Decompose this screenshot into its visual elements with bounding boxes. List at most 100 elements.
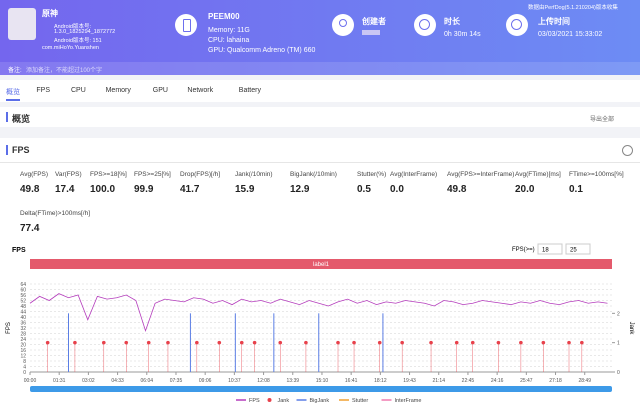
device-line: CPU: lahaina — [208, 37, 250, 44]
x-tick-label: 03:02 — [82, 378, 95, 384]
duration-label: 时长 — [444, 17, 460, 26]
metric-label: BigJank(/10min) — [290, 171, 337, 178]
jank-marker — [377, 340, 382, 345]
app-line: Android版本号: 151 — [54, 38, 102, 44]
y-tick-label: 24 — [20, 337, 26, 343]
note-label: 备注: — [8, 68, 22, 74]
metric-value: 77.4 — [20, 223, 40, 234]
app-name: 原神 — [42, 9, 58, 18]
x-tick-label: 10:37 — [228, 378, 241, 384]
y-tick-label: 52 — [20, 299, 26, 305]
duration-icon — [414, 14, 436, 36]
jank-marker — [239, 340, 244, 345]
x-tick-label: 09:06 — [199, 378, 212, 384]
app-line: Android版本号: — [54, 24, 91, 30]
version-note: 数据由PerfDog(5.1.210204)版本收集 — [528, 5, 618, 11]
jank-marker — [352, 340, 356, 345]
tab[interactable]: 概览 — [6, 89, 20, 96]
metric-label: Stutter(%) — [357, 171, 387, 178]
label-band-text: label1 — [313, 262, 330, 268]
x-tick-label: 00:00 — [24, 378, 37, 384]
metric-label: FPS>=18[%] — [90, 171, 127, 178]
y-tick-label: 56 — [20, 293, 26, 299]
x-tick-label: 19:43 — [403, 378, 416, 384]
metric-value: 20.0 — [515, 184, 535, 195]
series-line — [29, 293, 608, 333]
x-tick-label: 04:33 — [111, 378, 124, 384]
upload-time: 03/03/2021 15:33:02 — [538, 31, 603, 38]
metric-label: Avg(FTime)[ms] — [515, 171, 561, 178]
legend-label[interactable]: FPS — [249, 398, 260, 404]
tab[interactable]: FPS — [36, 87, 51, 94]
jank-marker — [336, 340, 340, 345]
tab[interactable]: CPU — [71, 87, 86, 94]
jank-marker — [195, 340, 199, 345]
fps-chart: FPS FPS(>=) 18 25label104812162024283236404… — [6, 243, 634, 404]
jank-marker — [400, 340, 404, 345]
y-tick-label: 0 — [23, 370, 26, 376]
metric-label: Avg(FPS>=InterFrame) — [447, 171, 515, 178]
chart-title: FPS — [12, 247, 26, 254]
y2-tick-label: 0 — [617, 370, 620, 376]
threshold-input[interactable] — [565, 243, 591, 255]
metric-value: 15.9 — [235, 184, 255, 195]
jank-marker — [454, 340, 459, 345]
y-tick-label: 8 — [23, 359, 26, 365]
tab[interactable]: Battery — [238, 87, 261, 94]
metric-value: 0.0 — [390, 184, 404, 195]
upload-icon — [506, 14, 528, 36]
x-tick-label: 27:18 — [549, 378, 562, 384]
jank-marker — [429, 340, 433, 345]
y2-tick-label: 1 — [617, 341, 620, 347]
threshold-value: 18 — [542, 248, 549, 254]
legend-swatch — [267, 398, 272, 402]
note-hint[interactable]: 添加备注，不能超过100个字 — [26, 68, 103, 74]
legend-label[interactable]: Jank — [278, 398, 290, 404]
threshold-input[interactable] — [537, 243, 563, 255]
tab-underline — [6, 99, 20, 101]
metric-value: 12.9 — [290, 184, 310, 195]
y2-axis-label: Jank — [628, 322, 634, 336]
device-icon — [175, 14, 197, 36]
jank-marker — [73, 340, 77, 345]
legend-label[interactable]: BigJank — [310, 398, 330, 404]
jank-marker — [304, 340, 308, 345]
tab[interactable]: Network — [187, 87, 214, 94]
legend-label[interactable]: InterFrame — [395, 398, 422, 404]
app-line: 1.3.0_1825294_1872772 — [54, 29, 116, 35]
export-all[interactable]: 导出全部 — [590, 117, 615, 123]
metric-label: FPS>=25[%] — [134, 171, 171, 178]
metric-label: Delta(FTime)>100ms[/h] — [20, 210, 91, 217]
y2-tick-label: 2 — [617, 311, 620, 317]
y-tick-label: 44 — [20, 310, 26, 316]
section-title: 概览 — [12, 114, 31, 124]
metric-label: Drop(FPS)[/h] — [180, 171, 221, 178]
y-tick-label: 60 — [20, 288, 26, 294]
x-tick-label: 28:49 — [578, 378, 591, 384]
tab-bar: 概览 FPS CPU Memory GPU Network Battery — [0, 80, 640, 102]
x-tick-label: 15:10 — [316, 378, 329, 384]
app-line: com.miHoYo.Yuanshen — [42, 45, 99, 51]
app-icon — [8, 8, 36, 40]
device-name: PEEM00 — [208, 12, 240, 21]
note-bar: 备注: 添加备注，不能超过100个字 — [0, 62, 640, 75]
y-tick-label: 28 — [20, 332, 26, 338]
jank-marker — [278, 340, 283, 345]
threshold-label: FPS(>=) — [512, 247, 535, 253]
tab[interactable]: Memory — [105, 87, 131, 94]
x-tick-label: 25:47 — [520, 378, 533, 384]
scrollbar[interactable] — [30, 386, 612, 392]
metric-value: 0.5 — [357, 184, 371, 195]
legend-label[interactable]: Stutter — [352, 398, 368, 404]
y-tick-label: 16 — [20, 348, 26, 354]
metric-label: Avg(FPS) — [20, 171, 49, 178]
y-tick-label: 48 — [20, 304, 26, 310]
metric-label: Jank(/10min) — [235, 171, 273, 178]
collapse-button[interactable] — [622, 145, 633, 156]
metric-value: 99.9 — [134, 184, 154, 195]
device-line: Memory: 11G — [208, 27, 250, 34]
tab[interactable]: GPU — [152, 87, 168, 94]
metric-value: 100.0 — [90, 184, 116, 195]
jank-marker — [252, 340, 257, 345]
metric-label: Avg(InterFrame) — [390, 171, 438, 178]
